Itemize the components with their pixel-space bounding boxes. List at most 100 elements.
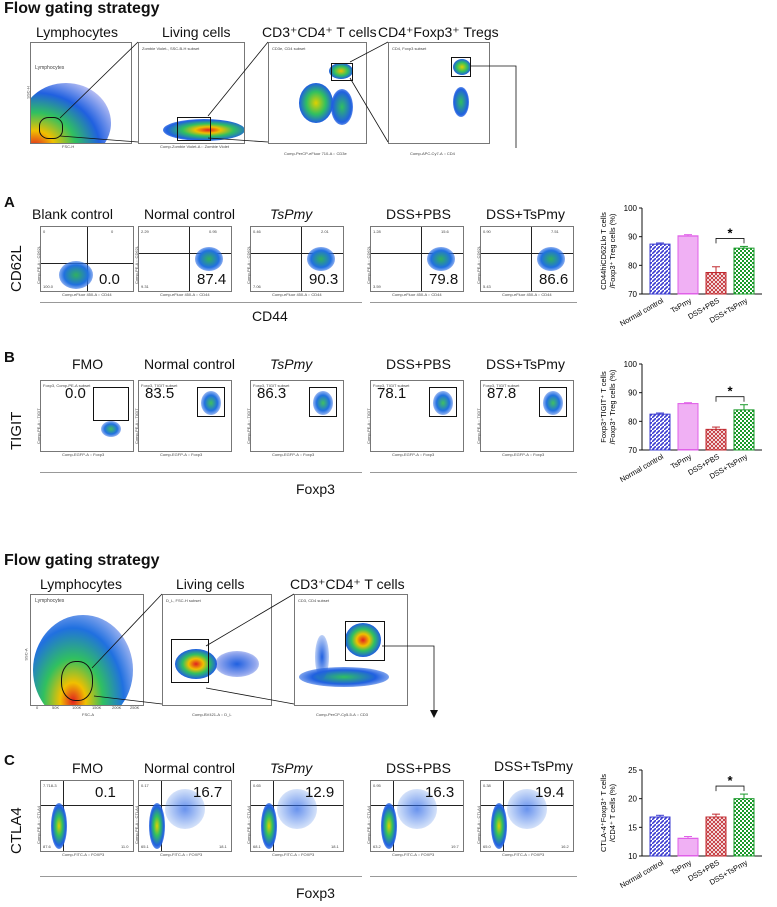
panelA-cloud-3: [307, 247, 335, 271]
panelC-yaxis-1: Comp-PE-A :: CTLA4: [36, 805, 41, 844]
panelA-yaxis-5: Comp-PE-A :: CD62L: [476, 245, 481, 284]
chart-0-sig-star: *: [727, 225, 733, 240]
gating-bottom-xaxis-2: Comp-BV421-A :: D_L: [192, 712, 232, 717]
panelC-q4-4: 63.2: [373, 844, 381, 849]
panelC-q1-5: 0.38: [483, 783, 491, 788]
panelB-plot-2: Foxp3, TIGIT subset 83.5: [138, 380, 232, 452]
panel-c-title-1: FMO: [72, 760, 104, 776]
panelC-q3-4: 19.7: [451, 844, 459, 849]
gating-top-xaxis-4: Comp-APC-Cy7-A :: CD4: [410, 151, 455, 156]
panel-a-title-5: DSS+TsPmy: [486, 206, 565, 222]
panelC-xaxis-5: Comp-FITC-A :: FOXP3: [502, 852, 545, 857]
panel-c-label: C: [4, 752, 15, 769]
chart-0-ytick-label-2: 90: [628, 233, 637, 242]
panelA-qline-h-3: [251, 253, 343, 254]
panel-a-axisline-1: [40, 302, 362, 303]
panelA-q4-4: 3.59: [373, 284, 381, 289]
panelC-cloud-pos-4: [397, 789, 437, 829]
gating-top-title-lymphocytes: Lymphocytes: [36, 24, 118, 40]
panelB-cloud-4: [433, 391, 453, 415]
panelA-q2-2: 0.95: [209, 229, 217, 234]
panel-a-title-2: Normal control: [144, 206, 236, 222]
panelC-value-1: 0.1: [95, 784, 116, 801]
panelA-xaxis-3: Comp-eFluor 450-A :: CD44: [272, 292, 322, 297]
gating-bottom-plot-cd3cd4: CD3, CD4 subset: [294, 594, 408, 706]
lymphocyte-b-gate: [61, 661, 93, 701]
gating-bottom-xaxis-3: Comp-PerCP-Cy5-5-A :: CD3: [316, 712, 369, 717]
panel-c-xmarker: Foxp3: [296, 885, 335, 901]
panel-a-ymarker: CD62L: [8, 245, 25, 292]
panelA-q1-1: 0: [43, 229, 46, 234]
panel-a-label: A: [4, 194, 15, 211]
panelA-q4-1: 100.0: [43, 284, 54, 289]
chart-1-bar-0: [649, 413, 671, 451]
panelA-q4-3: 7.06: [253, 284, 261, 289]
panelA-q4-5: 5.43: [483, 284, 491, 289]
chart-1-bar-3: [733, 409, 755, 451]
panelB-gate-2: [197, 387, 225, 417]
treg-gate: [451, 57, 471, 77]
chart-1-sig-bracket: [715, 396, 745, 402]
chart-0-ylabel-1: CD44hiCD62Llo T cells: [599, 212, 608, 290]
panelA-yaxis-4: Comp-PE-A :: CD62L: [366, 245, 371, 284]
panelC-q4-1: 87.6: [43, 844, 51, 849]
panelB-yaxis-3: Comp-PE-A :: TIGIT: [246, 408, 251, 444]
panelC-q1-4: 0.95: [373, 783, 381, 788]
panelB-yaxis-5: Comp-PE-A :: TIGIT: [476, 408, 481, 444]
panelB-yaxis-1: Comp-PE-A :: TIGIT: [36, 408, 41, 444]
panel-b-title-3: TsPmy: [270, 356, 313, 372]
panel-b-ymarker: TIGIT: [8, 411, 25, 450]
panelA-cloud-5: [537, 247, 565, 271]
panelA-qline-v-3: [301, 227, 302, 291]
panelB-value-2: 83.5: [145, 385, 175, 402]
panelC-cloud-neg-5: [491, 803, 507, 849]
panelC-cloud-neg-3: [261, 803, 277, 849]
gating-top-subset-4: CD4, Foxp3 subset: [392, 46, 427, 51]
panelC-q4-5: 65.0: [483, 844, 491, 849]
gating-bottom-tick-2: 100K: [72, 705, 82, 710]
gating-bottom-subset-2: D_L, FSC-H subset: [166, 598, 201, 603]
panelB-yaxis-2: Comp-PE-A :: TIGIT: [134, 408, 139, 444]
panelB-subset-4: Foxp3, TIGIT subset: [373, 383, 410, 388]
chart-1-ytick-label-0: 70: [628, 446, 637, 455]
panelA-plot-4: 1.28 15.6 3.59 79.8: [370, 226, 464, 292]
panelC-q1-1: 7.718-3: [43, 783, 57, 788]
gating-top-xaxis-1: FSC-H: [62, 144, 75, 149]
panel-b-title-4: DSS+PBS: [386, 356, 451, 372]
chart-2-sig-star: *: [727, 773, 733, 788]
gating-top-plot-living: Zombie Violet-, SSC-B-H subset: [138, 42, 245, 144]
panelC-value-3: 12.9: [305, 784, 335, 801]
panelC-cloud-pos-3: [277, 789, 317, 829]
panelC-yaxis-5: Comp-PE-A :: CTLA4: [476, 805, 481, 844]
panelC-yaxis-2: Comp-PE-A :: CTLA4: [134, 805, 139, 844]
chart-2-xlabel-0: Normal control: [618, 858, 665, 890]
panelA-cloud-4: [427, 247, 455, 271]
panelA-xaxis-1: Comp-eFluor 450-A :: CD44: [62, 292, 112, 297]
gating-top-subset-2: Zombie Violet-, SSC-B-H subset: [142, 46, 200, 51]
gating-bottom-tick-3: 150K: [92, 705, 102, 710]
chart-2-sig-bracket: [715, 785, 745, 792]
chart-1-bar-1: [677, 403, 699, 451]
panelC-value-2: 16.7: [193, 784, 223, 801]
panelA-q2-5: 7.51: [551, 229, 559, 234]
panelB-plot-1: Foxp3, Comp-PE-A subset 0.0: [40, 380, 134, 452]
panelA-plot-3: 0.46 2.01 7.06 90.3: [250, 226, 344, 292]
cd3cd4-b-cloud-1: [345, 623, 381, 657]
chart-0-ytick-label-3: 100: [624, 204, 638, 213]
panelC-cloud-neg-4: [381, 803, 397, 849]
cd3cd4-cloud-2: [329, 63, 353, 79]
living-b-cloud-2: [215, 651, 259, 677]
panelA-q2-4: 15.6: [441, 229, 449, 234]
chart-1-ylabel-1: Foxp3⁺TIGIT⁺ T cells: [599, 371, 608, 443]
panelB-gate-4: [429, 387, 457, 417]
chart-2-ylabel-2: /CD4⁺ T cells (%): [608, 783, 617, 842]
treg-cloud-2: [453, 87, 469, 117]
panelB-xaxis-1: Comp-EGFP-A :: Foxp3: [62, 452, 105, 457]
chart-2-ylabel-1: CTLA-4⁺Foxp3⁺ T cells: [599, 774, 608, 852]
panel-b-axisline-2: [370, 472, 577, 473]
gating-top-xaxis-2: Comp-Zombie Violet-A :: Zombie Violet: [160, 144, 229, 149]
panelC-cloud-pos-2: [165, 789, 205, 829]
bar-chart-b: 70 80 90 100 Foxp3⁺TIGIT⁺ T cells/Foxp3⁺ Tre…: [599, 360, 762, 484]
panelA-value-4: 79.8: [429, 271, 459, 288]
panel-c-axisline-2: [370, 876, 577, 877]
